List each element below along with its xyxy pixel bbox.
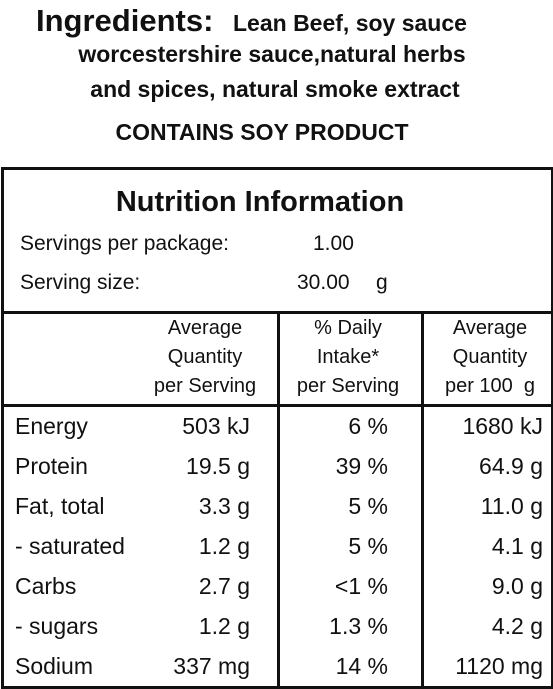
nutrient-value: 4.1 g: [491, 533, 543, 559]
column-header: per Serving: [296, 375, 400, 397]
nutrient-name: Carbs: [15, 573, 77, 599]
nutrient-name: - sugars: [15, 613, 99, 639]
nutrient-value: 39 %: [335, 453, 388, 479]
column-header: per Serving: [153, 375, 257, 397]
nutrient-value: 337 mg: [173, 653, 250, 679]
nutrient-value: 3.3 g: [198, 493, 250, 519]
servings-label: Servings per package:: [20, 232, 229, 255]
ingredients-line: and spices, natural smoke extract: [90, 76, 460, 102]
serving-size-unit: g: [376, 271, 388, 294]
nutrition-title: Nutrition Information: [115, 186, 405, 218]
column-divider: [421, 312, 424, 687]
nutrient-value: 2.7 g: [198, 573, 250, 599]
column-header: Quantity: [167, 346, 243, 368]
column-header: Intake*: [316, 346, 380, 368]
nutrient-value: <1 %: [334, 573, 388, 599]
nutrient-value: 11.0 g: [480, 493, 543, 519]
ingredients-line: Lean Beef, soy sauce: [233, 10, 467, 36]
allergen-statement: CONTAINS SOY PRODUCT: [115, 119, 409, 145]
nutrient-value: 9.0 g: [491, 573, 543, 599]
nutrient-value: 1.2 g: [198, 533, 250, 559]
nutrient-value: 1.2 g: [198, 613, 250, 639]
column-header: per 100 g: [444, 375, 536, 397]
column-header: Average: [452, 317, 528, 339]
nutrient-value: 4.2 g: [491, 613, 543, 639]
serving-size-label: Serving size:: [20, 271, 141, 294]
nutrient-name: Energy: [15, 413, 88, 439]
ingredients-line: worcestershire sauce,natural herbs: [78, 41, 466, 67]
nutrient-name: Fat, total: [15, 493, 105, 519]
nutrient-value: 1120 mg: [455, 653, 543, 679]
nutrient-value: 503 kJ: [182, 413, 250, 439]
nutrient-name: - saturated: [15, 533, 125, 559]
ingredients-label: Ingredients:: [36, 3, 214, 38]
column-header: Average: [167, 317, 243, 339]
nutrient-value: 5 %: [348, 493, 388, 519]
serving-size-value: 30.00: [297, 271, 350, 294]
column-header: % Daily: [314, 317, 382, 339]
nutrient-name: Sodium: [15, 653, 93, 679]
nutrient-value: 5 %: [348, 533, 388, 559]
nutrient-value: 6 %: [348, 413, 388, 439]
servings-value: 1.00: [313, 232, 354, 255]
nutrient-value: 1.3 %: [329, 613, 388, 639]
nutrient-value: 1680 kJ: [462, 413, 543, 439]
nutrient-name: Protein: [15, 453, 88, 479]
column-header: Quantity: [452, 346, 528, 368]
nutrient-value: 19.5 g: [186, 453, 250, 479]
nutrient-value: 64.9 g: [479, 453, 543, 479]
column-divider: [277, 312, 280, 687]
nutrient-value: 14 %: [335, 653, 388, 679]
